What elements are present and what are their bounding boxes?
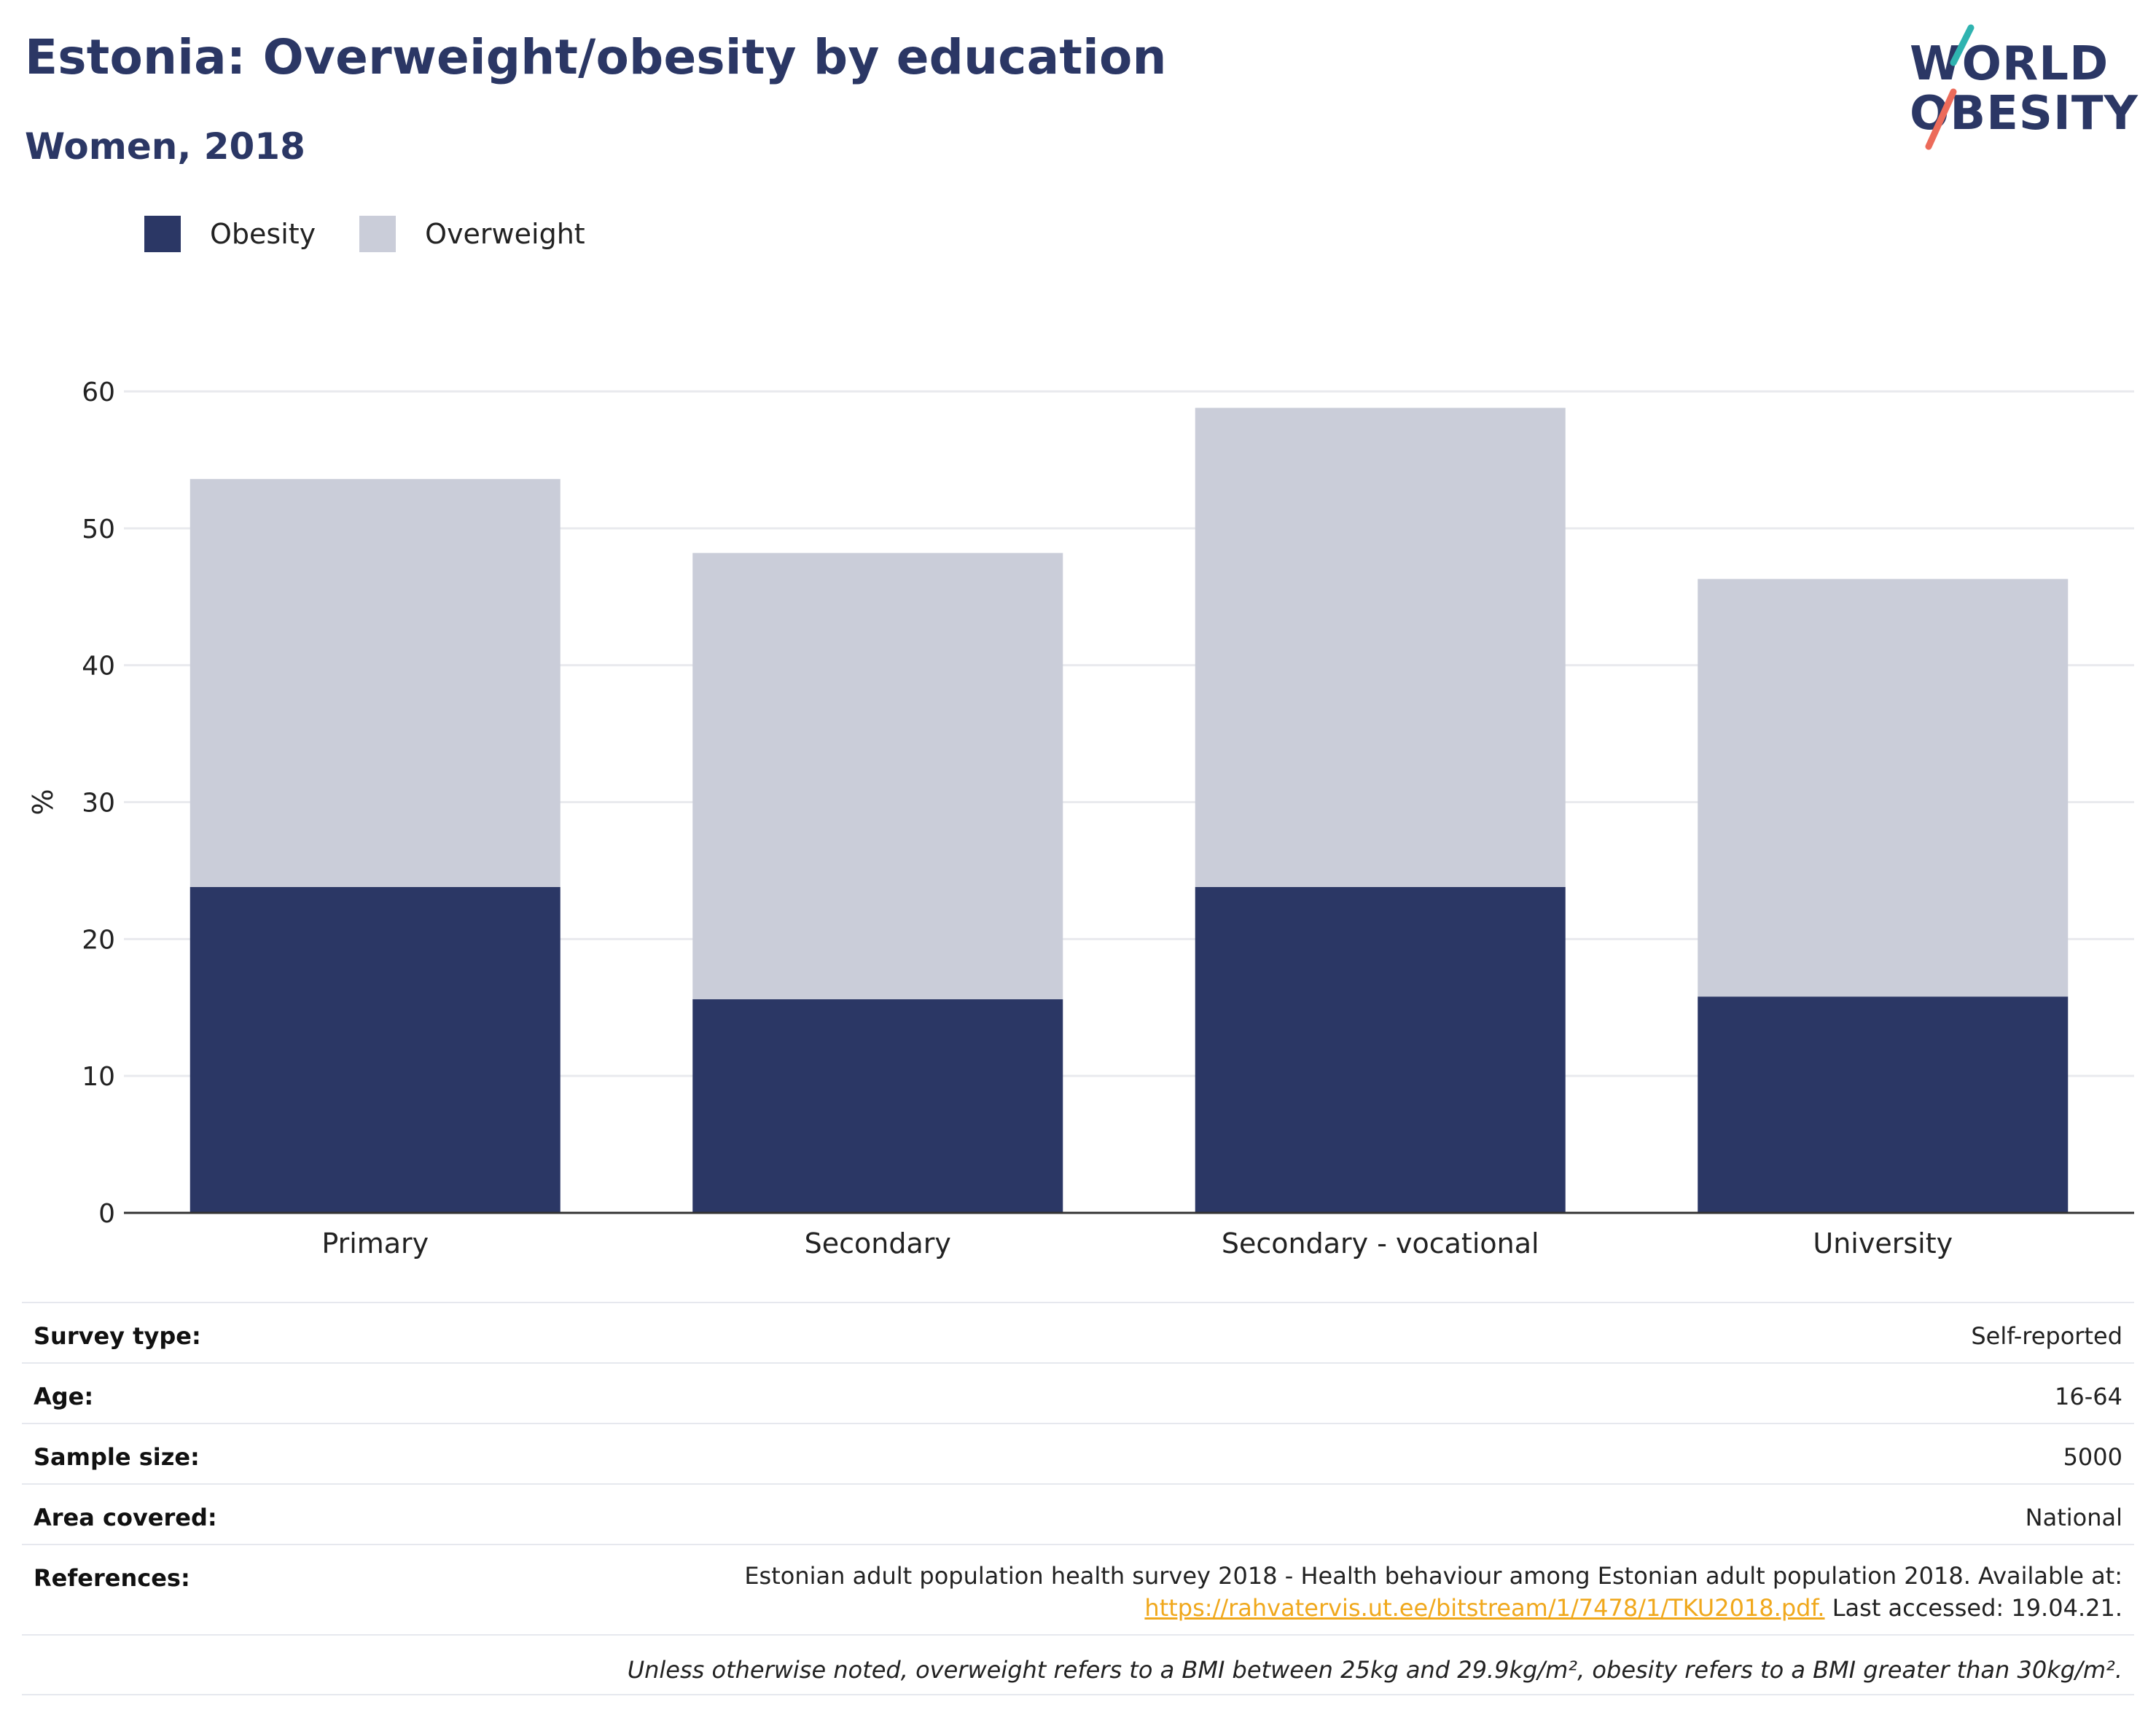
logo-slash-icon [1925,24,1975,150]
legend-item-overweight: Overweight [359,216,585,252]
info-label: Area covered: [34,1504,217,1531]
info-row-sample-size: Sample size: 5000 [22,1423,2134,1483]
info-label: Sample size: [34,1443,200,1471]
legend-label-obesity: Obesity [210,218,316,250]
y-tick-label: 10 [82,1062,115,1092]
y-tick-label: 40 [82,652,115,682]
references-value: Estonian adult population health survey … [744,1560,2122,1624]
info-row-references: References: Estonian adult population he… [22,1544,2134,1634]
bar-obesity-secondary [692,999,1063,1213]
references-text: Estonian adult population health survey … [744,1562,2122,1590]
info-value: National [2025,1504,2122,1531]
y-tick-label: 20 [82,925,115,955]
y-tick-label: 50 [82,515,115,544]
world-obesity-logo: WORLD OBESITY [1895,19,2138,157]
bar-overweight-secondary-vocational [1195,407,1566,887]
info-value: 16-64 [2055,1383,2122,1410]
legend-item-obesity: Obesity [144,216,316,252]
bar-overweight-secondary [692,552,1063,999]
x-tick-label: Secondary - vocational [1222,1227,1539,1260]
bar-overweight-primary [190,479,561,887]
x-tick-label: Secondary [805,1227,951,1260]
info-row-area-covered: Area covered: National [22,1483,2134,1544]
logo-word-world: WORLD [1910,37,2109,91]
bar-obesity-primary [190,886,561,1213]
legend-swatch-overweight [359,216,397,252]
bar-overweight-university [1698,579,2069,997]
info-value: Self-reported [1971,1322,2122,1350]
info-row-age: Age: 16-64 [22,1362,2134,1423]
references-link[interactable]: https://rahvatervis.ut.ee/bitstream/1/74… [1144,1594,1825,1622]
y-tick-label: 60 [82,378,115,407]
chart-title: Estonia: Overweight/obesity by education [25,29,1167,85]
bmi-definition-note: Unless otherwise noted, overweight refer… [22,1634,2134,1695]
stacked-bar-chart: 0 10 20 30 40 50 60% Primary Secondary Secondary … [27,378,2134,1260]
info-label: Survey type: [34,1322,201,1350]
x-tick-label: Primary [321,1227,429,1260]
info-value: 5000 [2063,1443,2122,1471]
legend-swatch-obesity [144,216,181,252]
y-tick-label: 0 [98,1199,115,1229]
info-row-survey-type: Survey type: Self-reported [22,1302,2134,1362]
y-tick-label: 30 [82,789,115,819]
x-tick-label: University [1813,1227,1953,1260]
references-accessed: Last accessed: 19.04.21. [1824,1594,2122,1622]
bar-obesity-secondary-vocational [1195,886,1566,1213]
bar-obesity-university [1698,996,2069,1213]
y-axis-title: % [27,789,59,815]
chart-legend: Obesity Overweight [144,216,629,252]
survey-info-table: Survey type: Self-reported Age: 16-64 Sa… [22,1302,2134,1695]
legend-label-overweight: Overweight [425,218,585,250]
info-label: References: [34,1564,190,1592]
info-label: Age: [34,1383,94,1410]
chart-subtitle: Women, 2018 [25,125,305,168]
